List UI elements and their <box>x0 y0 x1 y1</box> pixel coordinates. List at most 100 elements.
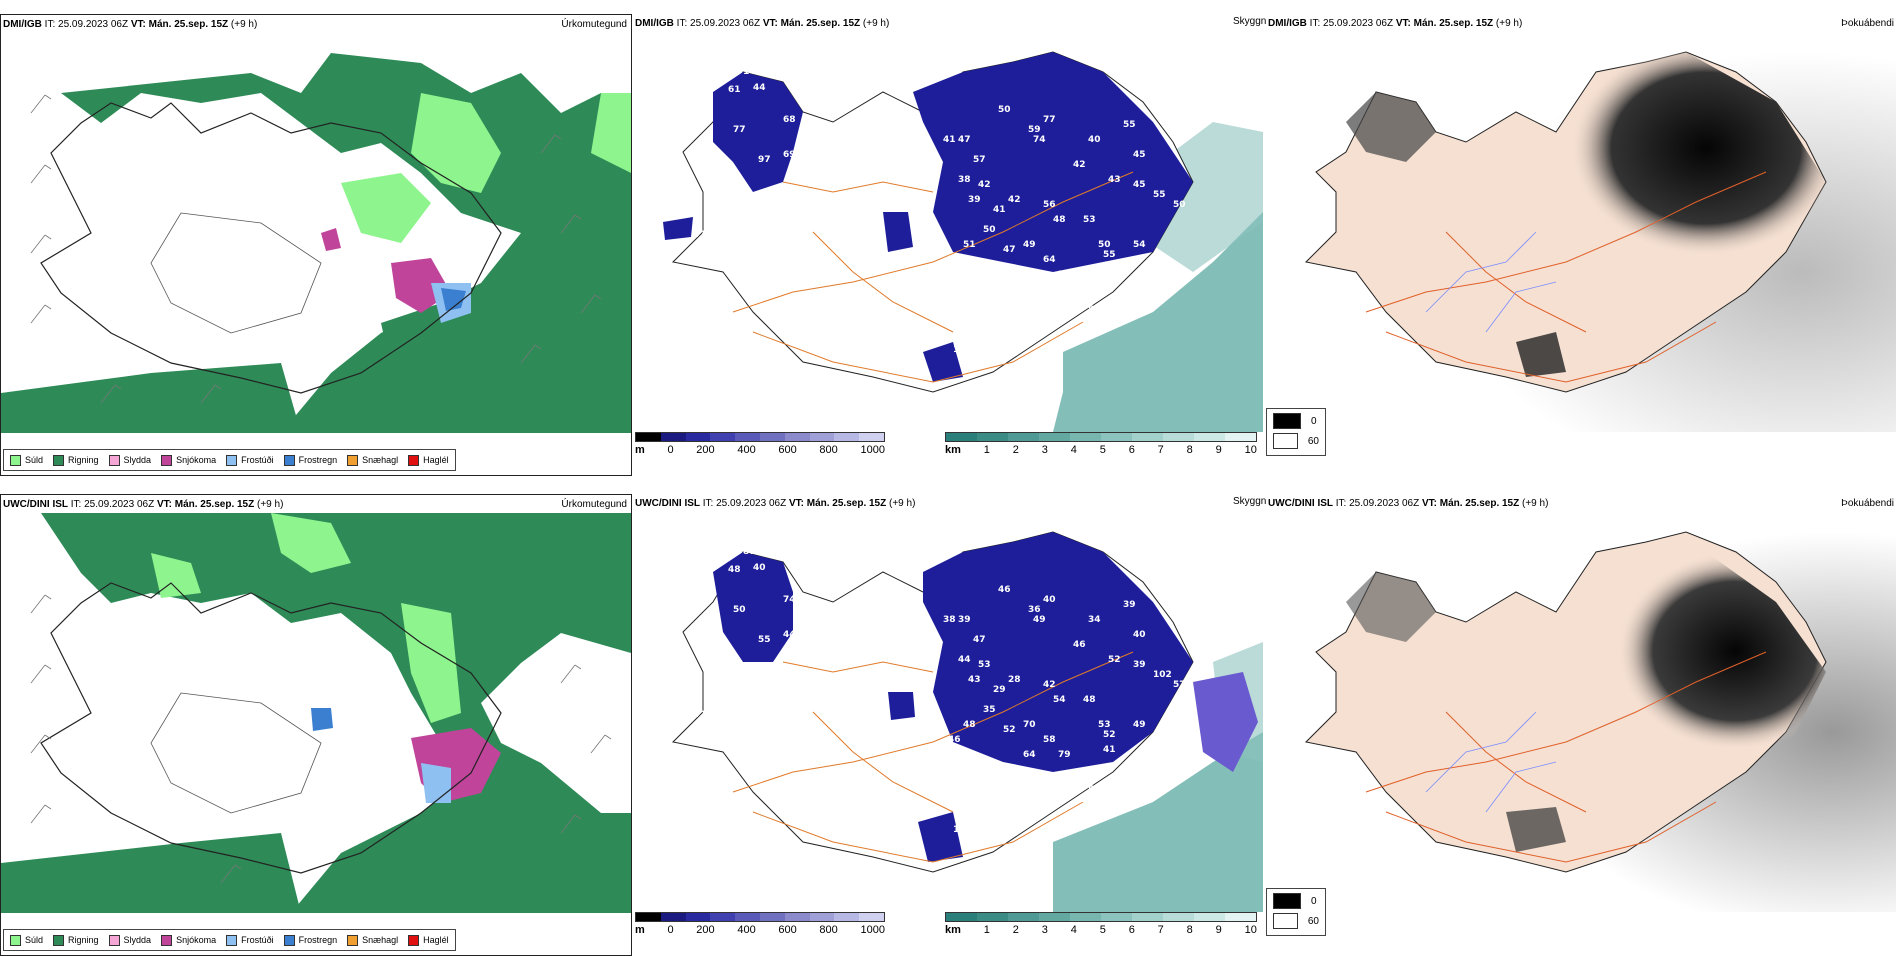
cloud-base-value: 28 <box>1008 675 1021 685</box>
scale-step <box>809 433 835 441</box>
scale-step <box>809 913 835 921</box>
cloud-base-value: 53 <box>978 660 991 670</box>
legend-item: Snjókoma <box>161 934 216 946</box>
cloud-base-value: 71 <box>948 255 961 265</box>
legend-label: Frostúði <box>241 935 274 945</box>
cloud-base-value: 50 <box>983 225 996 235</box>
cloud-base-value: 39 <box>958 615 971 625</box>
cloud-base-value: 57 <box>1173 680 1186 690</box>
cloud-base-value: 87 <box>743 547 756 557</box>
scale-tick: 9 <box>1215 444 1222 456</box>
cloud-base-value: 39 <box>1133 660 1146 670</box>
cloud-base-value: 68 <box>943 870 956 880</box>
cloud-base-value: 44 <box>958 655 971 665</box>
scale-unit: m <box>635 444 645 456</box>
cloud-base-value: 47 <box>693 230 706 240</box>
fog-map <box>1266 512 1896 912</box>
cloud-base-value: 38 <box>943 615 956 625</box>
scale-ticks: m 0 200 400 600 800 1000 <box>635 924 885 936</box>
precip-type-map <box>1 513 631 913</box>
scale-step <box>977 913 1008 921</box>
precip-legend: Súld Rigning Slydda Snjókoma Frostúði Frostre… <box>3 449 456 471</box>
cloud-base-value: 58 <box>1043 735 1056 745</box>
scale-tick: 2 <box>1012 444 1019 456</box>
cloud-base-value: 76 <box>763 195 776 205</box>
scale-step <box>660 913 686 921</box>
visibility-scale: km 1 2 3 4 5 6 7 8 9 10 <box>945 912 1257 940</box>
precip-type-panel-row1: DMI/IGB IT: 25.09.2023 06Z VT: Mán. 25.s… <box>0 14 632 476</box>
scale-step <box>1039 913 1070 921</box>
scale-tick: 4 <box>1070 924 1077 936</box>
scale-step <box>1070 433 1101 441</box>
cloud-base-value: 38 <box>958 175 971 185</box>
fog-panel-row1: DMI/IGB IT: 25.09.2023 06Z VT: Mán. 25.s… <box>1266 14 1898 476</box>
scale-step <box>1194 433 1225 441</box>
cloud-base-value: 126 <box>1073 295 1092 305</box>
scale-tick: 4 <box>1070 444 1077 456</box>
cloud-base-value: 102 <box>1153 670 1172 680</box>
fog-legend-label: 0 <box>1311 895 1317 907</box>
cloud-base-value: 74 <box>783 595 796 605</box>
cloud-base-value: 53 <box>1098 720 1111 730</box>
scale-step <box>834 913 860 921</box>
cloud-base-value: 47 <box>1108 305 1121 315</box>
height-scale: m 0 200 400 600 800 1000 <box>635 912 885 940</box>
legend-swatch <box>408 454 420 466</box>
legend-swatch <box>408 934 420 946</box>
precip-type-panel-row2: UWC/DINI ISL IT: 25.09.2023 06Z VT: Mán.… <box>0 494 632 956</box>
cloud-base-value: 29 <box>993 685 1006 695</box>
fog-legend-label: 0 <box>1311 415 1317 427</box>
cloud-base-title: Skyggni <box>1233 496 1269 507</box>
legend-label: Snæhagl <box>362 935 399 945</box>
scale-tick: 400 <box>737 924 756 936</box>
scale-tick: 1 <box>983 444 990 456</box>
scale-ticks: m 0 200 400 600 800 1000 <box>635 444 885 456</box>
legend-label: Slydda <box>123 455 152 465</box>
scale-step <box>1008 913 1039 921</box>
cloud-base-value: 90 <box>853 125 866 135</box>
scale-step <box>1070 913 1101 921</box>
cloud-base-value: 53 <box>1083 215 1096 225</box>
scale-tick: 3 <box>1041 924 1048 936</box>
cloud-base-value: 64 <box>1043 255 1056 265</box>
panel-title: Þokuábendi <box>1841 498 1894 509</box>
scale-colorbar <box>635 912 885 922</box>
height-scale: m 0 200 400 600 800 1000 <box>635 432 885 460</box>
legend-item: Slydda <box>108 934 151 946</box>
scale-step <box>710 913 736 921</box>
cloud-base-value: 49 <box>1133 720 1146 730</box>
cloud-base-value: 56 <box>1043 200 1056 210</box>
cloud-base-value: 69 <box>1073 775 1086 785</box>
legend-item: Frostúði <box>226 934 274 946</box>
legend-swatch <box>53 934 65 946</box>
legend-label: Rigning <box>68 455 99 465</box>
scale-tick: 10 <box>1244 924 1257 936</box>
cloud-base-value: 64 <box>1023 750 1036 760</box>
cloud-base-value: 42 <box>1043 680 1056 690</box>
legend-item: Haglél <box>408 454 449 466</box>
legend-swatch <box>347 934 359 946</box>
cloud-base-value: 46 <box>948 735 961 745</box>
legend-item: Rigning <box>53 934 99 946</box>
cloud-base-value: 50 <box>1098 240 1111 250</box>
cloud-base-value: 48 <box>963 720 976 730</box>
scale-step <box>735 913 760 921</box>
cloud-base-value: 70 <box>1023 720 1036 730</box>
cloud-base-value: 116 <box>953 825 972 835</box>
cloud-base-value: 54 <box>1078 315 1091 325</box>
cloud-base-value: 68 <box>783 115 796 125</box>
scale-step <box>685 913 711 921</box>
scale-step <box>859 433 884 441</box>
panel-header: DMI/IGB IT: 25.09.2023 06Z VT: Mán. 25.s… <box>1268 18 1523 29</box>
cloud-base-value: 49 <box>1033 615 1046 625</box>
panel-header: DMI/IGB IT: 25.09.2023 06Z VT: Mán. 25.s… <box>3 19 258 30</box>
cloud-base-value: 48 <box>728 565 741 575</box>
cloud-base-value: 74 <box>853 605 866 615</box>
scale-tick: 10 <box>1244 444 1257 456</box>
scale-step <box>1132 433 1163 441</box>
fog-legend-item: 0 <box>1267 889 1325 909</box>
legend-item: Frostregn <box>283 454 337 466</box>
cloud-base-value: 58 <box>783 185 796 195</box>
scale-tick: 0 <box>667 444 674 456</box>
